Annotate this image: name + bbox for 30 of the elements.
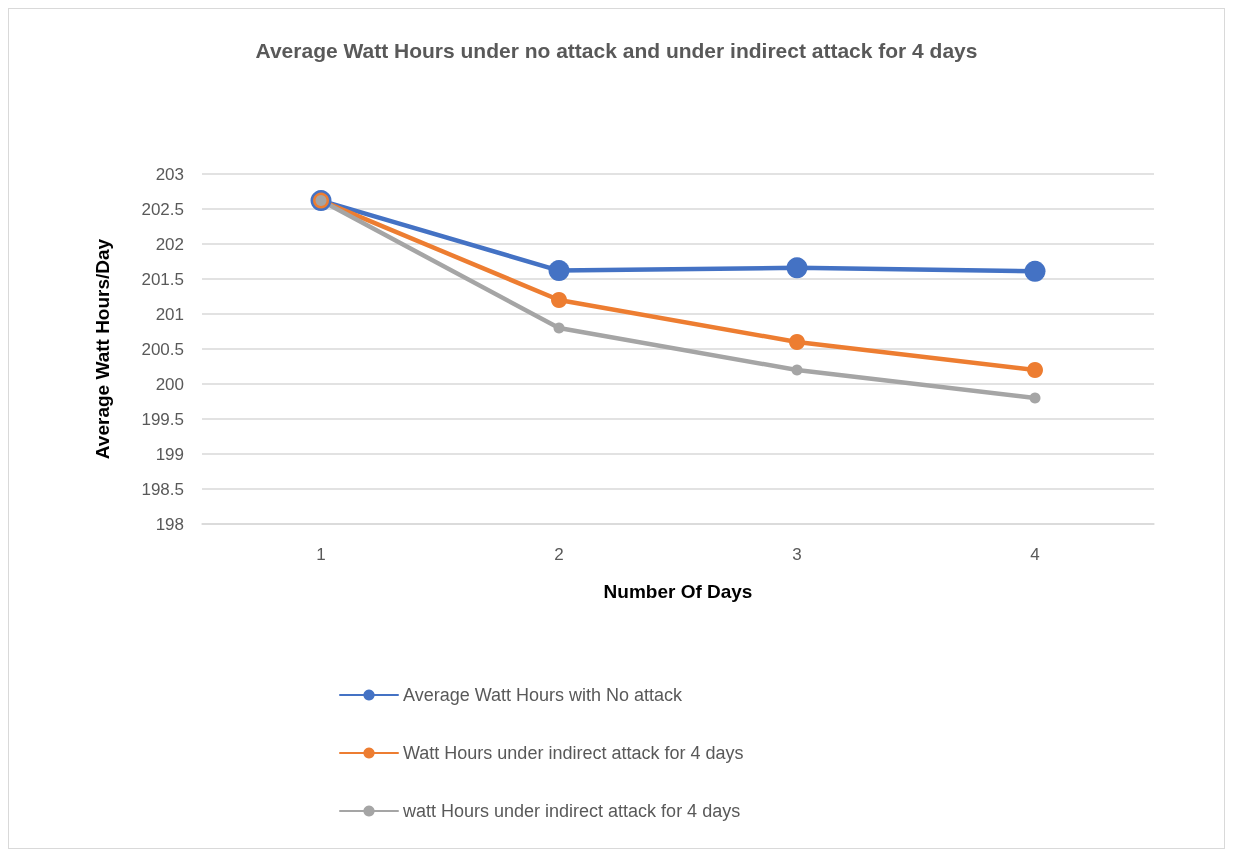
point: [1024, 260, 1046, 282]
y-tick-label: 202.5: [141, 199, 184, 219]
y-tick-label: 199: [155, 444, 184, 464]
legend-label: Average Watt Hours with No attack: [403, 685, 684, 705]
y-tick-label: 200.5: [141, 339, 184, 359]
y-tick-label: 198.5: [141, 479, 184, 499]
y-tick-label: 199.5: [141, 409, 184, 429]
point: [791, 364, 803, 376]
y-tick-label: 203: [155, 164, 184, 184]
point: [548, 260, 570, 282]
chart-title: Average Watt Hours under no attack and under indirect attack for 4 days: [255, 39, 978, 62]
y-tick-label: 200: [155, 374, 184, 394]
legend-label: watt Hours under indirect attack for 4 days: [402, 801, 741, 821]
x-axis-title: Number Of Days: [603, 581, 753, 602]
y-tick-label: 201.5: [141, 269, 184, 289]
x-tick-label: 1: [316, 545, 326, 564]
y-tick-label: 202: [155, 234, 184, 254]
y-axis-title: Average Watt Hours/Day: [92, 238, 113, 460]
x-tick-label: 4: [1030, 545, 1040, 564]
point: [1027, 362, 1043, 378]
legend-label: Watt Hours under indirect attack for 4 days: [403, 743, 744, 763]
point: [551, 292, 567, 308]
point: [1029, 392, 1041, 404]
point: [786, 257, 808, 279]
point: [553, 322, 565, 334]
x-tick-label: 2: [554, 545, 564, 564]
y-tick-label: 198: [155, 514, 184, 534]
x-tick-label: 3: [792, 545, 802, 564]
y-tick-label: 201: [155, 304, 184, 324]
point: [789, 334, 805, 350]
